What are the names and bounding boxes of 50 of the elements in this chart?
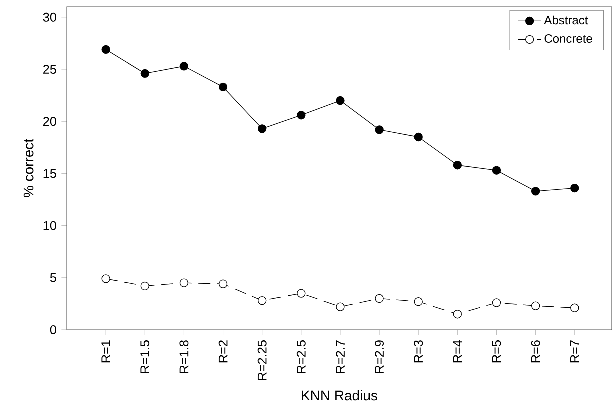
point: [336, 96, 345, 106]
point: [492, 166, 502, 175]
point: [102, 45, 110, 54]
point: [218, 280, 228, 288]
point: [453, 310, 462, 319]
point: [336, 302, 345, 312]
x-tick-label: R=2.5: [296, 340, 306, 374]
point: [180, 62, 189, 71]
y-tick-label: 30: [43, 12, 56, 22]
point: [453, 161, 462, 170]
x-tick-label: R=5: [492, 340, 502, 363]
point: [297, 289, 306, 298]
x-tick-label: R=1: [102, 340, 110, 363]
x-tick-label: R=2.25: [258, 340, 267, 380]
y-tick-label: 5: [50, 273, 56, 282]
x-tick-label: R=1.5: [140, 340, 150, 374]
x-tick-label: R=6: [531, 340, 540, 363]
point: [414, 132, 423, 142]
point: [375, 126, 384, 134]
point: [570, 304, 580, 312]
point: [140, 282, 150, 291]
x-tick-label: R=2: [218, 340, 228, 363]
legend-label: Abstract: [544, 16, 588, 25]
point: [570, 184, 580, 193]
point: [218, 82, 228, 92]
point: [297, 111, 306, 120]
y-tick-label: 15: [44, 169, 56, 178]
point: [180, 278, 189, 288]
y-tick-label: 0: [50, 326, 56, 334]
x-tick-label: R=4: [453, 340, 462, 363]
point: [140, 69, 150, 78]
y-tick-label: 20: [44, 117, 56, 126]
point: [375, 294, 384, 304]
point: [531, 187, 540, 196]
point: [414, 298, 423, 306]
y-tick-label: 25: [44, 65, 56, 74]
point: [102, 274, 110, 284]
x-tick-label: R=2.9: [375, 340, 384, 374]
point: [258, 296, 267, 306]
point: [531, 302, 540, 310]
point: [492, 298, 502, 308]
legend-label: Concrete: [544, 34, 592, 44]
x-tick-label: R=3: [414, 340, 424, 363]
point: [258, 124, 267, 134]
y-tick-label: 10: [44, 221, 56, 230]
y-axis-title: % correct: [24, 139, 34, 198]
x-tick-label: R=1.8: [180, 340, 189, 374]
x-tick-label: R=2.7: [336, 340, 345, 374]
x-tick-label: R=7: [570, 340, 580, 363]
x-axis-title: KNN Radius: [302, 390, 378, 401]
